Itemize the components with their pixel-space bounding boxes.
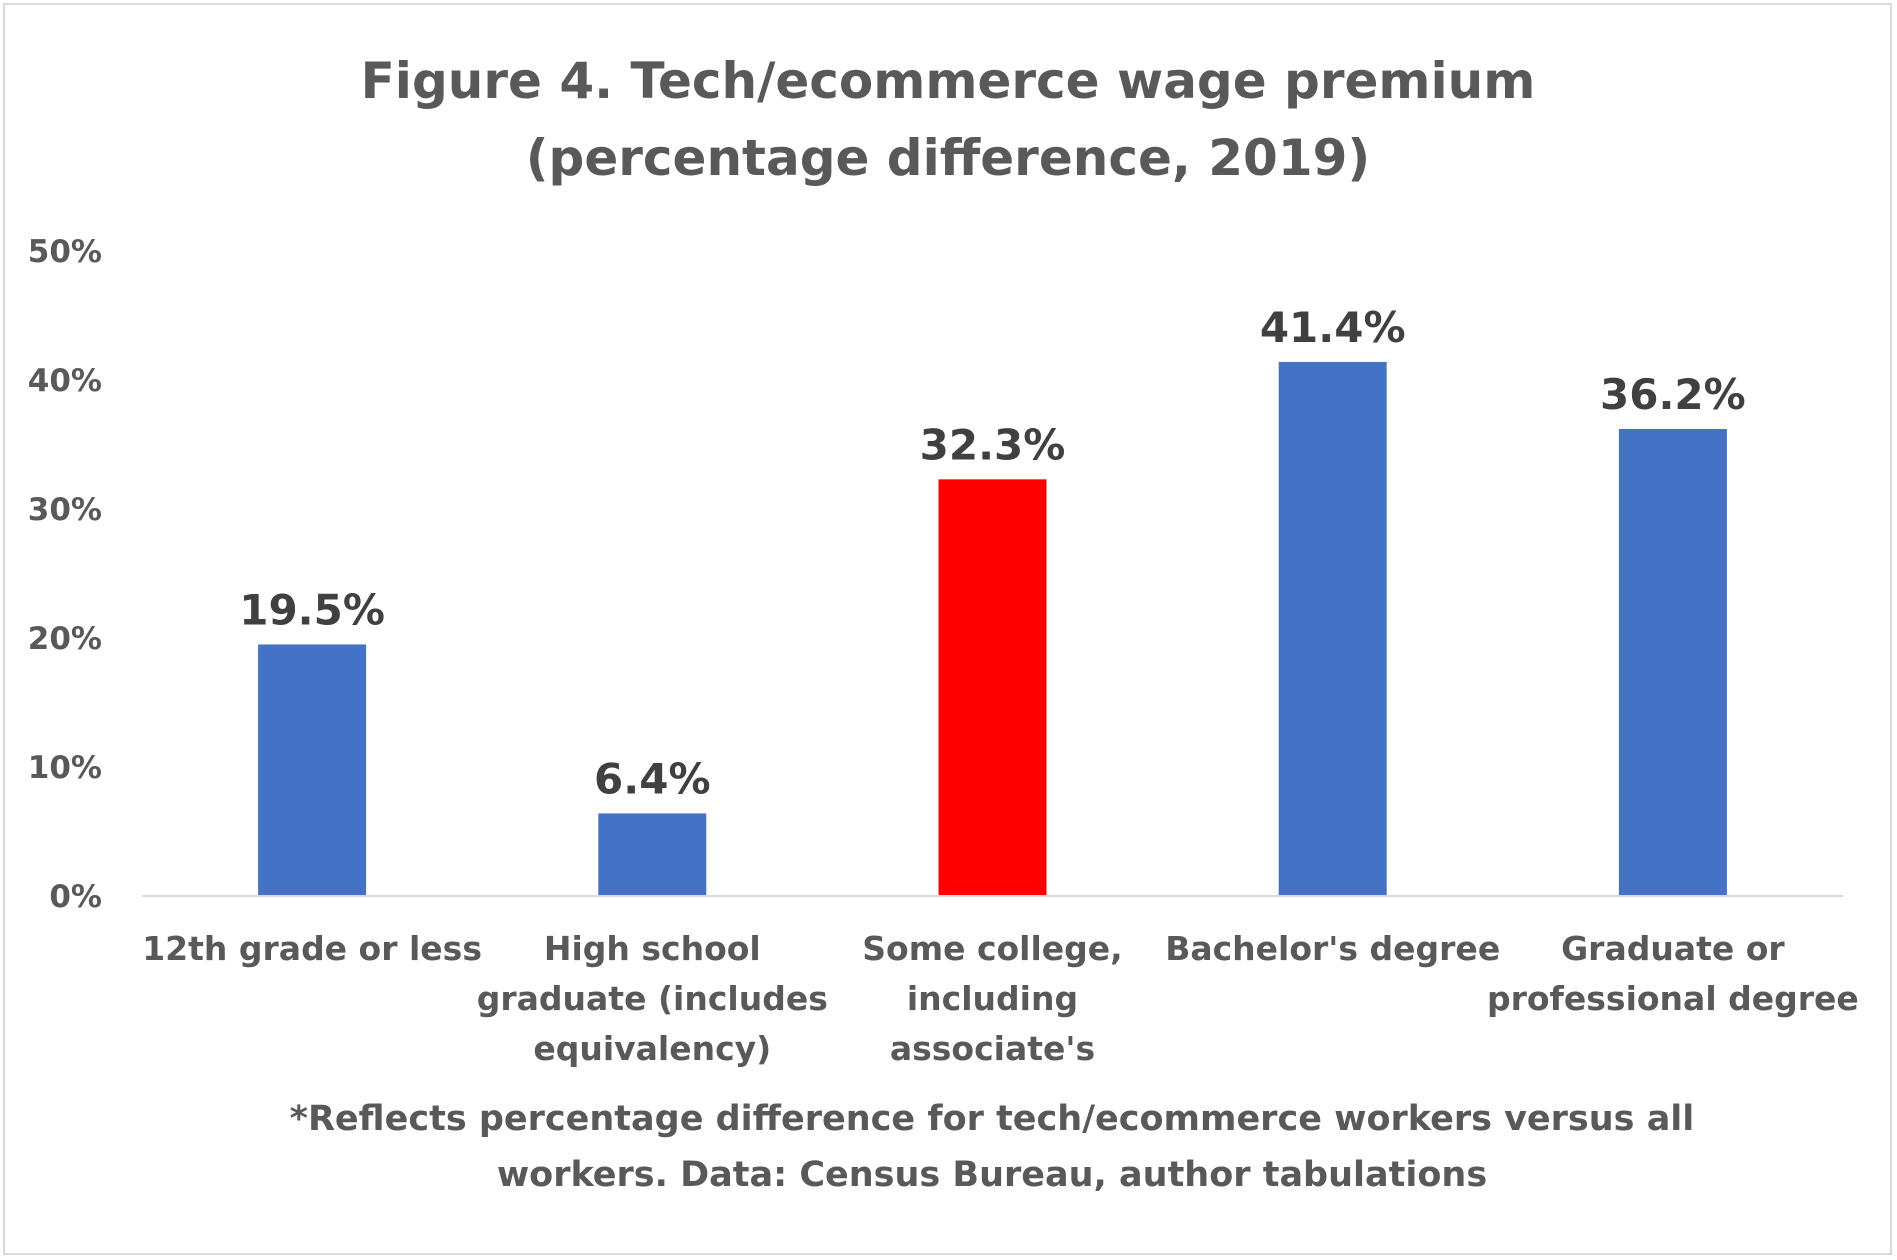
y-axis-tick-labels: 0% 10% 20% 30% 40% 50%: [28, 234, 102, 915]
category-label: Bachelor's degree: [1165, 929, 1500, 968]
bar: [938, 479, 1047, 896]
category-label: Graduate or: [1561, 929, 1785, 968]
bar: [598, 813, 707, 896]
chart-note-line-2: workers. Data: Census Bureau, author tab…: [497, 1155, 1487, 1195]
data-label: 19.5%: [239, 585, 385, 634]
bar: [1278, 361, 1387, 896]
chart-title-line-1: Figure 4. Tech/ecommerce wage premium: [361, 52, 1536, 110]
data-label: 36.2%: [1600, 370, 1746, 419]
data-label: 32.3%: [920, 420, 1066, 469]
category-label: associate's: [890, 1029, 1095, 1068]
y-tick-label: 20%: [28, 621, 102, 657]
category-label: graduate (includes: [477, 979, 828, 1018]
category-label: Some college,: [862, 929, 1122, 968]
data-label: 41.4%: [1260, 303, 1406, 352]
chart-note: *Reflects percentage difference for tech…: [290, 1099, 1695, 1195]
y-tick-label: 30%: [28, 492, 102, 528]
chart-title: Figure 4. Tech/ecommerce wage premium (p…: [361, 52, 1536, 187]
y-tick-label: 50%: [28, 234, 102, 270]
chart-title-line-2: (percentage difference, 2019): [526, 129, 1371, 187]
chart-note-line-1: *Reflects percentage difference for tech…: [290, 1099, 1695, 1139]
data-label: 6.4%: [594, 754, 710, 803]
bars: [258, 361, 1727, 896]
y-tick-label: 40%: [28, 363, 102, 399]
category-label: professional degree: [1487, 979, 1859, 1018]
category-label: equivalency): [533, 1029, 771, 1068]
category-label: including: [907, 979, 1078, 1018]
bar: [1618, 429, 1727, 896]
y-tick-label: 10%: [28, 750, 102, 786]
bar: [258, 644, 367, 896]
category-label: High school: [544, 929, 761, 968]
x-axis-category-labels: 12th grade or less High school graduate (i…: [142, 929, 1859, 1068]
y-tick-label: 0%: [49, 879, 102, 915]
data-labels: 19.5% 6.4% 32.3% 41.4% 36.2%: [239, 303, 1746, 804]
category-label: 12th grade or less: [142, 929, 482, 968]
